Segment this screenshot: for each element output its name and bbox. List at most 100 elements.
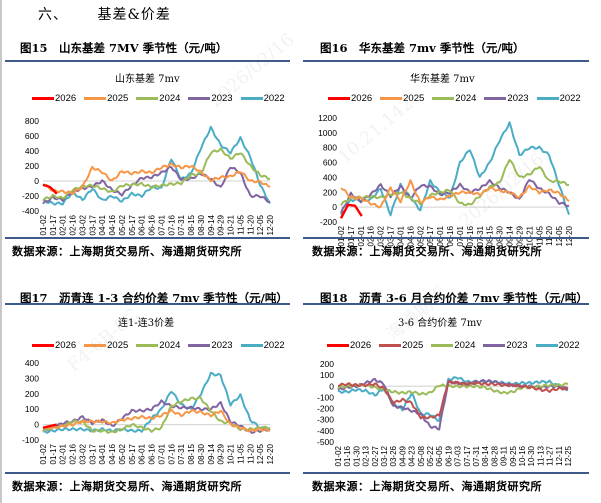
y-tick-label: 400	[323, 172, 337, 182]
x-tick-label: 01-30	[352, 445, 361, 466]
x-tick-label: 06-16	[148, 214, 157, 235]
x-tick-label: 11-13	[536, 445, 545, 465]
legend-swatch-2022	[240, 97, 263, 100]
legend-item-2026: 2026	[32, 93, 76, 104]
y-tick-label: -200	[22, 191, 39, 201]
legend-item-2023: 2023	[483, 340, 528, 351]
legend-item-2026: 2026	[32, 340, 76, 351]
x-tick-label: 07-31	[177, 214, 186, 235]
chart-fig17-title: 连1-连3价差	[118, 318, 175, 329]
series-line-2022	[42, 125, 271, 206]
legend-label-2024: 2024	[159, 93, 181, 104]
page-left-border	[0, 0, 2, 503]
x-tick-label: 01-02	[39, 214, 48, 235]
chart-fig15-top-rule	[5, 60, 290, 62]
x-tick-label: 11-20	[246, 214, 255, 234]
legend-label-2023: 2023	[211, 93, 233, 104]
chart-fig16-figure-title: 图16 华东基差 7mv 季节性（元/吨）	[320, 41, 525, 55]
legend-label-2022: 2022	[263, 340, 285, 351]
legend-item-2023: 2023	[484, 93, 529, 104]
legend-item-2025: 2025	[380, 93, 424, 104]
x-tick-label: 12-11	[555, 445, 564, 465]
x-tick-label: 11-20	[545, 225, 554, 245]
legend-label-2026: 2026	[55, 93, 77, 104]
y-tick-label: 600	[323, 158, 337, 168]
chart-fig16-title: 华东基差 7mv	[410, 74, 475, 85]
chart-fig15-figure-title: 图15 山东基差 7MV 季节性（元/吨）	[20, 41, 228, 55]
x-tick-label: 12-25	[564, 445, 573, 466]
x-tick-label: 05-17	[128, 443, 137, 464]
x-tick-label: 07-31	[476, 225, 485, 246]
chart-fig15-legend: 2026 2025 2024 2023 2022	[32, 93, 285, 104]
x-tick-label: 06-01	[138, 214, 147, 235]
x-tick-label: 08-30	[197, 214, 206, 235]
x-tick-label: 02-16	[69, 214, 78, 235]
y-tick-label: 100	[25, 404, 39, 414]
y-tick-label: 200	[25, 389, 39, 399]
x-tick-label: 09-29	[217, 443, 226, 464]
series-line-2024	[42, 147, 271, 202]
x-tick-label: 07-01	[157, 443, 166, 464]
y-tick-label: 300	[25, 373, 39, 383]
x-tick-label: 01-02	[39, 443, 48, 464]
section-title: 基差&价差	[97, 7, 171, 23]
series-line-2025	[337, 380, 569, 420]
x-tick-label: 06-01	[138, 443, 147, 464]
series-line-2022	[340, 121, 570, 217]
x-tick-label: 01-16	[343, 445, 352, 466]
x-tick-label: 08-30	[197, 443, 206, 464]
section-heading: 六、 基差&价差	[38, 4, 171, 24]
series-line-2025	[340, 179, 570, 209]
legend-item-2022: 2022	[536, 93, 581, 104]
x-tick-label: 06-01	[436, 225, 445, 246]
x-tick-label: 09-11	[500, 445, 509, 465]
legend-item-2024: 2024	[432, 93, 476, 104]
series-line-2025	[42, 162, 271, 196]
legend-item-2023: 2023	[188, 93, 233, 104]
chart-fig16-top-rule	[303, 60, 589, 62]
x-tick-label: 11-05	[236, 214, 245, 234]
x-tick-label: 04-01	[396, 225, 405, 246]
x-tick-label: 09-14	[207, 214, 216, 235]
series-line-2026	[42, 423, 58, 429]
series-line-2026	[339, 203, 363, 219]
y-tick-label: 1200	[318, 113, 337, 123]
chart-fig18-top-rule	[303, 303, 589, 305]
y-tick-label: 0	[34, 420, 39, 430]
legend-swatch-2025	[84, 97, 107, 100]
y-tick-label: 400	[25, 146, 39, 156]
legend-item-2025: 2025	[379, 340, 423, 351]
legend-item-2025: 2025	[84, 340, 128, 351]
series-line-2024	[340, 159, 570, 207]
y-tick-label: 100	[320, 370, 334, 380]
x-tick-label: 03-02	[78, 214, 87, 235]
legend-label-2025: 2025	[107, 93, 129, 104]
chart-fig16-plot: 1200 1000 800 600 400 200 0 -20001-0201-1702-01…	[318, 113, 574, 246]
legend-label-2022: 2022	[559, 93, 581, 104]
x-tick-label: 11-20	[246, 443, 255, 463]
legend-swatch-2022	[240, 344, 263, 347]
x-tick-label: 05-17	[426, 225, 435, 246]
x-tick-label: 03-12	[380, 445, 389, 466]
legend-swatch-2023	[483, 344, 506, 347]
x-tick-label: 07-01	[157, 214, 166, 235]
y-tick-label: 0	[329, 381, 334, 391]
x-tick-label: 02-01	[59, 214, 68, 235]
x-tick-label: 10-16	[518, 445, 527, 466]
x-tick-label: 12-05	[256, 214, 265, 235]
legend-swatch-2024	[136, 97, 159, 100]
x-tick-label: 12-20	[565, 225, 574, 246]
x-tick-label: 07-16	[167, 443, 176, 464]
x-tick-label: 08-15	[187, 443, 196, 464]
x-tick-label: 07-31	[472, 445, 481, 466]
x-tick-label: 01-02	[334, 445, 343, 466]
legend-label-2026: 2026	[55, 340, 77, 351]
legend-label-2022: 2022	[558, 340, 580, 351]
y-tick-label: 400	[25, 358, 39, 368]
chart-fig17-legend: 2026 2025 2024 2023 2022	[32, 340, 285, 351]
legend-label-2026: 2026	[350, 340, 372, 351]
x-tick-label: 01-17	[347, 225, 356, 246]
legend-swatch-2025	[84, 344, 107, 347]
x-tick-label: 05-02	[416, 225, 425, 246]
